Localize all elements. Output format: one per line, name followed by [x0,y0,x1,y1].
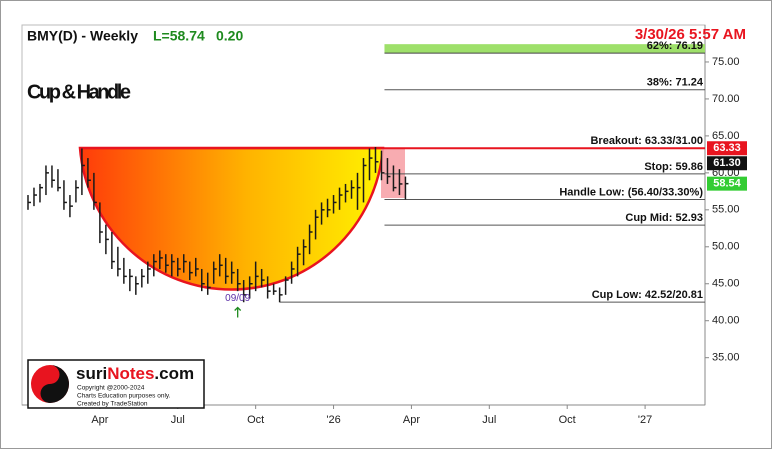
logo-line: Created by TradeStation [77,401,148,408]
fib-band [384,44,705,54]
y-tick-label: 65.00 [712,130,740,142]
price-tag [707,176,747,191]
y-tick-label: 70.00 [712,93,740,105]
timestamp: 3/30/26 5:57 AM [635,26,746,43]
y-tick-label: 55.00 [712,204,740,216]
level-label: Cup Low: 42.52/20.81 [592,289,703,301]
last-price: L=58.74 [153,28,205,44]
x-tick-label: Apr [403,414,420,426]
logo-icon-dark [40,365,69,403]
y-tick-label: 40.00 [712,315,740,327]
level-label: 62%: 76.19 [647,40,703,52]
y-tick-label: 50.00 [712,241,740,253]
y-tick-label: 35.00 [712,352,740,364]
annotation: 09/09 [225,293,250,304]
logo-brand: suriNotes.com [76,364,194,383]
x-tick-label: Apr [91,414,108,426]
level-label: Stop: 59.86 [644,161,703,173]
level-label: 38%: 71.24 [647,77,704,89]
level-label: Breakout: 63.33/31.00 [590,135,703,147]
logo-line: Copyright @2000-2024 [77,385,145,392]
y-tick-label: 45.00 [712,278,740,290]
logo-brand-part: Notes [107,364,154,383]
price-tag [707,156,747,171]
logo: suriNotes.com [27,359,205,409]
logo-brand-part: .com [154,364,194,383]
price-tag [707,141,747,156]
x-tick-label: '27 [638,414,652,426]
x-tick-label: Jul [171,414,185,426]
cup-shape [78,146,385,291]
level-label: Handle Low: (56.40/33.30%) [559,186,703,198]
x-tick-label: Oct [559,414,576,426]
x-tick-label: Jul [482,414,496,426]
level-label: Cup Mid: 52.93 [625,212,703,224]
price-tag-label: 63.33 [713,142,741,154]
price-tag-label: 61.30 [713,157,741,169]
x-tick-label: '26 [326,414,340,426]
subtitle: Cup & Handle [27,81,131,103]
annotation-arrow [234,306,242,318]
change: 0.20 [216,28,243,44]
x-tick-label: Oct [247,414,264,426]
y-tick-label: 75.00 [712,56,740,68]
logo-brand-part: suri [76,364,107,383]
price-tag-label: 58.54 [713,178,741,190]
chart-title: BMY(D) - Weekly [27,28,138,44]
logo-line: Charts Education purposes only. [77,393,171,400]
